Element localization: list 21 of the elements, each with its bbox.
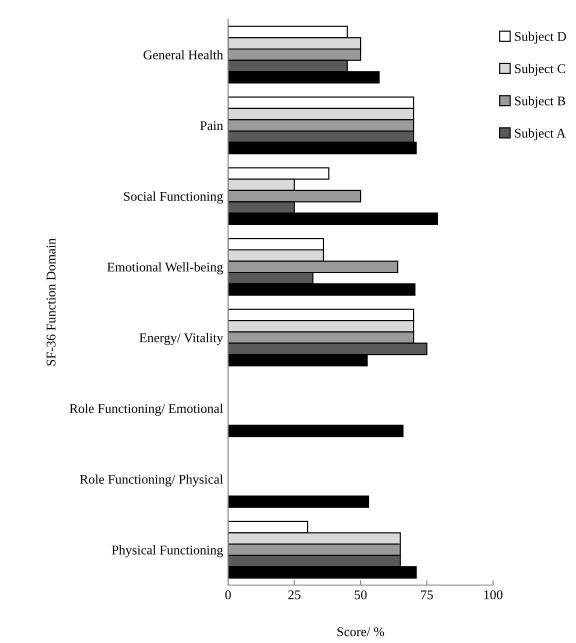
legend-label: Subject B: [515, 96, 566, 108]
x-tick-label: 100: [484, 590, 502, 600]
legend-label: Subject D: [515, 32, 566, 44]
y-tick-label: Role Functioning/ Physical: [80, 474, 223, 486]
legend-label: Subject C: [515, 64, 566, 76]
x-tick-label: 0: [225, 590, 231, 600]
x-tick-label: 50: [354, 590, 367, 600]
y-tick-label: Pain: [200, 121, 224, 130]
y-tick-label: General Health: [144, 50, 224, 60]
legend-label: Subject A: [515, 128, 566, 140]
bar: [228, 495, 370, 508]
y-tick-label: Physical Functioning: [112, 545, 223, 558]
y-tick-label: Social Functioning: [124, 192, 223, 204]
x-tick-label: 75: [421, 590, 433, 600]
y-tick-label: Energy/ Vitality: [139, 332, 224, 345]
y-axis-title: SF-36 Function Domain: [46, 238, 56, 366]
x-axis-title: Score/ %: [337, 627, 384, 636]
bar: [228, 424, 404, 438]
y-tick-label: Emotional Well-being: [107, 262, 223, 274]
y-tick-label: Role Functioning/ Emotional: [70, 404, 223, 416]
x-tick-label: 25: [288, 590, 300, 600]
